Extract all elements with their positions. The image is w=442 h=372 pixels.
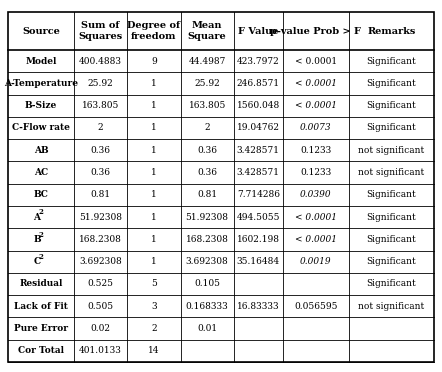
Text: < 0.0001: < 0.0001	[295, 101, 337, 110]
Text: 0.36: 0.36	[197, 146, 217, 155]
Text: 3.692308: 3.692308	[186, 257, 229, 266]
Text: Significant: Significant	[366, 57, 416, 65]
Text: F Value: F Value	[238, 26, 278, 35]
Text: 51.92308: 51.92308	[79, 213, 122, 222]
Text: < 0.0001: < 0.0001	[295, 235, 337, 244]
Text: 3.428571: 3.428571	[237, 146, 280, 155]
Text: 1: 1	[151, 146, 157, 155]
Text: 0.056595: 0.056595	[294, 302, 338, 311]
Text: Degree of
freedom: Degree of freedom	[127, 21, 180, 41]
Text: 0.02: 0.02	[91, 324, 110, 333]
Text: Residual: Residual	[19, 279, 63, 289]
Text: 35.16484: 35.16484	[237, 257, 280, 266]
Text: Lack of Fit: Lack of Fit	[14, 302, 68, 311]
Text: 0.81: 0.81	[91, 190, 110, 199]
Text: 0.1233: 0.1233	[300, 168, 332, 177]
Text: < 0.0001: < 0.0001	[295, 213, 337, 222]
Text: 246.8571: 246.8571	[237, 79, 280, 88]
Text: 1: 1	[151, 79, 157, 88]
Text: 1: 1	[151, 101, 157, 110]
Text: 1560.048: 1560.048	[236, 101, 280, 110]
Text: 1: 1	[151, 124, 157, 132]
Text: 0.105: 0.105	[194, 279, 220, 289]
Text: 423.7972: 423.7972	[237, 57, 280, 65]
Text: 0.0390: 0.0390	[300, 190, 332, 199]
Text: B-Size: B-Size	[25, 101, 57, 110]
Text: 3.428571: 3.428571	[237, 168, 280, 177]
Text: 163.805: 163.805	[82, 101, 119, 110]
Text: < 0.0001: < 0.0001	[295, 57, 337, 65]
Text: 1: 1	[151, 190, 157, 199]
Text: 14: 14	[148, 346, 160, 355]
Text: 0.168333: 0.168333	[186, 302, 229, 311]
Text: 1: 1	[151, 235, 157, 244]
Text: 2: 2	[39, 253, 44, 261]
Text: 9: 9	[151, 57, 157, 65]
Text: 2: 2	[151, 324, 157, 333]
Text: 168.2308: 168.2308	[79, 235, 122, 244]
Text: 1: 1	[151, 257, 157, 266]
Text: 0.81: 0.81	[197, 190, 217, 199]
Text: 0.505: 0.505	[88, 302, 114, 311]
Text: 44.4987: 44.4987	[188, 57, 226, 65]
Text: Source: Source	[22, 26, 60, 35]
Text: B: B	[33, 235, 41, 244]
Text: 1: 1	[151, 168, 157, 177]
Text: Significant: Significant	[366, 101, 416, 110]
Text: A: A	[34, 213, 41, 222]
Text: Remarks: Remarks	[367, 26, 415, 35]
Text: 2: 2	[39, 231, 44, 238]
Text: 0.0073: 0.0073	[300, 124, 332, 132]
Text: Significant: Significant	[366, 279, 416, 289]
Text: 1: 1	[151, 213, 157, 222]
Text: 25.92: 25.92	[194, 79, 220, 88]
Text: 400.4883: 400.4883	[79, 57, 122, 65]
Text: 7.714286: 7.714286	[237, 190, 280, 199]
Text: 494.5055: 494.5055	[236, 213, 280, 222]
Text: C-Flow rate: C-Flow rate	[12, 124, 70, 132]
Text: 0.0019: 0.0019	[300, 257, 332, 266]
Text: 25.92: 25.92	[88, 79, 114, 88]
Text: Significant: Significant	[366, 213, 416, 222]
Text: Significant: Significant	[366, 235, 416, 244]
Text: 163.805: 163.805	[188, 101, 226, 110]
Text: Cor Total: Cor Total	[18, 346, 64, 355]
Text: not significant: not significant	[358, 168, 424, 177]
Text: Pure Error: Pure Error	[14, 324, 68, 333]
Text: AC: AC	[34, 168, 48, 177]
Text: 2: 2	[98, 124, 103, 132]
Text: not significant: not significant	[358, 302, 424, 311]
Text: BC: BC	[34, 190, 49, 199]
Text: < 0.0001: < 0.0001	[295, 79, 337, 88]
Text: 0.36: 0.36	[197, 168, 217, 177]
Text: 0.525: 0.525	[88, 279, 114, 289]
Text: 19.04762: 19.04762	[237, 124, 280, 132]
Text: Significant: Significant	[366, 124, 416, 132]
Text: 0.36: 0.36	[91, 168, 110, 177]
Text: 401.0133: 401.0133	[79, 346, 122, 355]
Text: Significant: Significant	[366, 190, 416, 199]
Text: 1602.198: 1602.198	[237, 235, 280, 244]
Text: 2: 2	[204, 124, 210, 132]
Text: AB: AB	[34, 146, 48, 155]
Text: Mean
Square: Mean Square	[188, 21, 227, 41]
Text: 0.36: 0.36	[91, 146, 110, 155]
Text: A-Temperature: A-Temperature	[4, 79, 78, 88]
Text: 51.92308: 51.92308	[186, 213, 229, 222]
Text: 3: 3	[151, 302, 157, 311]
Text: Significant: Significant	[366, 79, 416, 88]
Text: 168.2308: 168.2308	[186, 235, 229, 244]
Text: p-value Prob > F: p-value Prob > F	[271, 26, 361, 35]
Text: Sum of
Squares: Sum of Squares	[79, 21, 123, 41]
Text: Model: Model	[25, 57, 57, 65]
Text: 0.01: 0.01	[197, 324, 217, 333]
Text: C: C	[34, 257, 41, 266]
Text: not significant: not significant	[358, 146, 424, 155]
Text: 5: 5	[151, 279, 157, 289]
Text: Significant: Significant	[366, 257, 416, 266]
Text: 3.692308: 3.692308	[79, 257, 122, 266]
Text: 0.1233: 0.1233	[300, 146, 332, 155]
Text: 2: 2	[39, 208, 44, 216]
Text: 16.83333: 16.83333	[237, 302, 280, 311]
